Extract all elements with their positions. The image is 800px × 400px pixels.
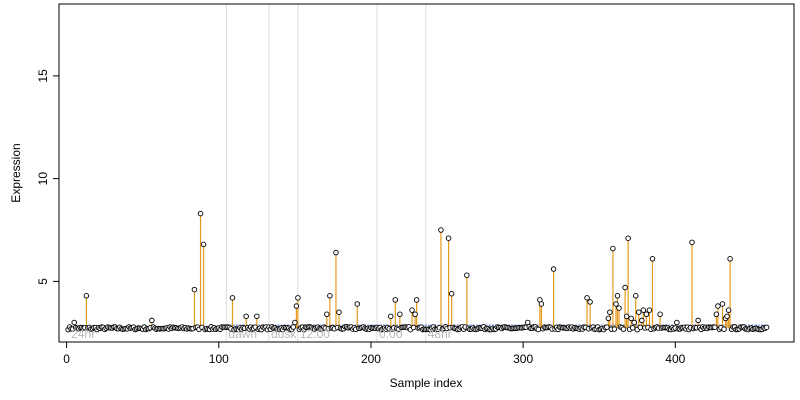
data-point-362 [616, 305, 622, 311]
data-point-373 [632, 293, 639, 299]
data-point-400 [674, 319, 680, 326]
data-point-124 [254, 313, 260, 320]
data-point-359 [611, 326, 618, 332]
data-point-108 [229, 295, 236, 301]
data-point-262 [464, 272, 470, 278]
data-point-150 [293, 303, 300, 309]
y-axis-title: Expression [9, 143, 23, 202]
data-point-354 [604, 324, 610, 330]
data-point-377 [639, 317, 645, 324]
region-label-start: 24hr [71, 327, 95, 341]
data-point-12 [83, 293, 90, 299]
data-point-343 [587, 299, 593, 305]
data-point-378 [640, 307, 647, 313]
x-axis-title: Sample index [390, 376, 463, 390]
y-tick-label-5: 5 [36, 278, 50, 285]
data-point-149 [292, 319, 298, 326]
region-label-0: dawn [228, 327, 257, 341]
region-label-4: 48hr [428, 327, 452, 341]
axis-layer: 0 100 200 300 400 5 10 15 [36, 69, 686, 366]
data-point-427 [715, 303, 721, 309]
data-point-366 [622, 284, 628, 291]
data-point-365 [620, 326, 627, 332]
data-point-380 [643, 311, 650, 318]
data-point-367 [623, 313, 630, 320]
data-point-389 [657, 311, 663, 318]
plot-frame [58, 3, 795, 343]
data-point-4 [71, 319, 77, 326]
data-point-410 [689, 239, 695, 246]
data-point-382 [646, 307, 653, 313]
data-point-151 [295, 295, 301, 301]
data-point-55 [149, 317, 155, 324]
data-point-384 [649, 256, 656, 262]
data-point-358 [610, 245, 616, 252]
x-tick-label-100: 100 [209, 352, 229, 366]
data-point-372 [631, 319, 637, 326]
data-point-371 [629, 325, 636, 331]
x-tick-label-400: 400 [665, 352, 685, 366]
data-point-178 [336, 309, 342, 315]
data-point-356 [607, 309, 613, 315]
data-point-117 [243, 313, 249, 320]
data-point-229 [413, 297, 420, 303]
data-point-375 [636, 309, 642, 315]
data-point-170 [324, 311, 330, 318]
data-point-319 [550, 266, 557, 272]
data-point-89 [200, 241, 207, 248]
data-point-309 [535, 326, 542, 333]
x-tick-label-200: 200 [361, 352, 381, 366]
data-point-435 [727, 256, 733, 262]
data-point-176 [333, 249, 339, 256]
data-point-212 [387, 313, 394, 320]
region-label-2: 12:00 [300, 327, 330, 341]
data-point-228 [412, 311, 418, 318]
data-point-215 [392, 297, 399, 303]
data-point-226 [409, 307, 415, 313]
y-tick-label-10: 10 [36, 172, 50, 186]
x-tick-label-0: 0 [63, 352, 70, 366]
y-tick-label-15: 15 [36, 69, 50, 83]
x-tick-label-300: 300 [513, 352, 533, 366]
data-point-376 [637, 324, 644, 331]
data-point-341 [584, 295, 590, 301]
data-point-172 [327, 293, 333, 299]
data-point-414 [695, 317, 701, 324]
data-point-250 [445, 235, 452, 241]
data-point-425 [712, 324, 718, 330]
data-point-190 [354, 301, 361, 307]
data-point-245 [438, 227, 444, 233]
data-point-87 [197, 210, 204, 217]
data-point-361 [614, 293, 621, 299]
data-point-227 [410, 324, 417, 331]
data-point-426 [713, 311, 720, 318]
data-point-459 [763, 324, 770, 331]
data-point-355 [605, 315, 612, 322]
data-point-368 [625, 235, 631, 241]
data-point-370 [628, 315, 634, 322]
data-point-83 [191, 286, 198, 293]
data-point-431 [721, 326, 727, 332]
region-label-3: 0:00 [379, 327, 403, 341]
plot-layer: 24hr dawn dusk 12:00 0:00 48hr [65, 4, 770, 342]
data-point-311 [538, 301, 545, 307]
data-point-430 [719, 301, 726, 307]
region-label-1: dusk [271, 327, 297, 341]
data-point-218 [397, 311, 403, 318]
data-point-433 [724, 313, 730, 320]
data-point-252 [448, 290, 455, 297]
data-point-360 [613, 301, 619, 307]
data-point-434 [725, 307, 732, 313]
